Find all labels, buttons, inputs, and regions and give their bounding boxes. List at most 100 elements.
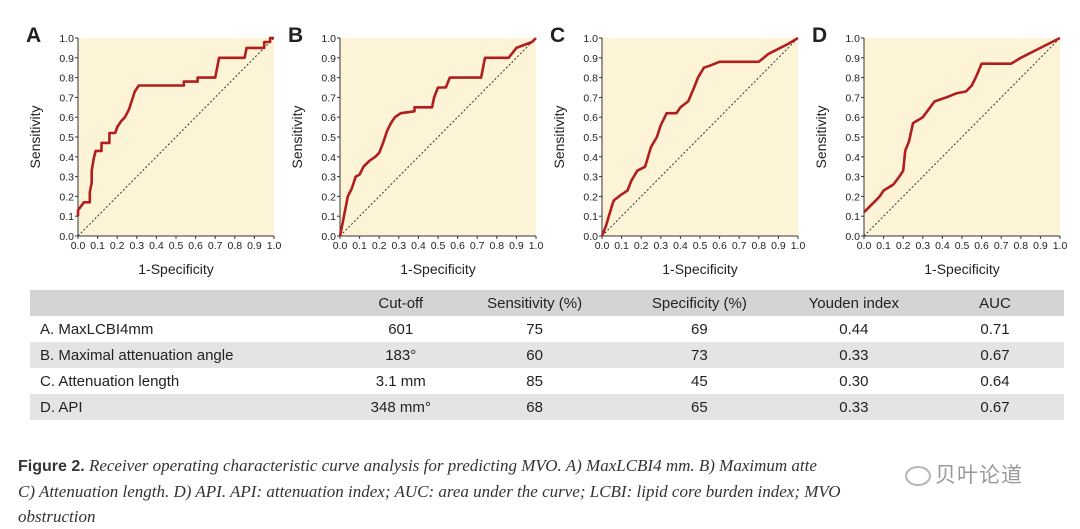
y-axis-label: Sensitivity — [289, 105, 305, 168]
y-axis-label: Sensitivity — [27, 105, 43, 168]
cell-youden: 0.44 — [839, 320, 869, 338]
panel-letter: D — [812, 24, 827, 47]
x-axis-label: 1-Specificity — [662, 261, 737, 277]
x-tick-label: 0.5 — [431, 240, 446, 252]
x-tick-label: 0.3 — [391, 240, 406, 252]
y-tick-label: 1.0 — [845, 33, 860, 45]
x-tick-label: 0.9 — [509, 240, 524, 252]
y-tick-label: 0.1 — [59, 211, 74, 223]
y-tick-label: 0.4 — [845, 152, 860, 164]
y-tick-label: 0.0 — [845, 231, 860, 243]
roc-curve — [863, 36, 1061, 214]
x-tick-label: 1.0 — [529, 240, 544, 252]
cell-sensitivity: 60 — [526, 346, 543, 364]
y-tick-label: 0.4 — [583, 152, 598, 164]
x-tick-label: 0.8 — [227, 240, 242, 252]
y-axis-label: Sensitivity — [551, 105, 567, 168]
panel-letter: C — [550, 24, 565, 47]
x-tick-label: 0.8 — [751, 240, 766, 252]
x-tick-label: 0.6 — [188, 240, 203, 252]
roc-curve — [600, 36, 799, 237]
figure-caption: Figure 2. Receiver operating characteris… — [18, 453, 1068, 529]
y-tick-label: 0.9 — [59, 53, 74, 65]
x-tick-label: 0.4 — [411, 240, 426, 252]
cell-specificity: 69 — [691, 320, 708, 338]
x-tick-label: 0.9 — [771, 240, 786, 252]
reference-diagonal — [601, 37, 799, 237]
row-label: B. Maximal attenuation angle — [40, 346, 234, 364]
y-tick-label: 0.7 — [845, 92, 860, 104]
roc-panel-b: 0.00.0 0.1 0.1 0.2 0.2 0.3 0.3 0.4 0.4 0.5 0.5 0.6 0… — [288, 24, 543, 277]
x-tick-label: 0.0 — [333, 240, 348, 252]
x-tick-label: 0.5 — [693, 240, 708, 252]
cell-sensitivity: 75 — [526, 320, 543, 338]
cell-specificity: 65 — [691, 398, 708, 416]
roc-panel-c: 0.00.0 0.1 0.1 0.2 0.2 0.3 0.3 0.4 0.4 0.5 0.5 0.6 0… — [550, 24, 805, 277]
x-tick-label: 1.0 — [791, 240, 806, 252]
cell-cutoff: 3.1 mm — [375, 372, 426, 390]
row-label: C. Attenuation length — [40, 372, 180, 390]
cell-auc: 0.64 — [980, 372, 1010, 390]
x-tick-label: 0.8 — [1013, 240, 1028, 252]
header-youden: Youden index — [808, 294, 900, 312]
header-cutoff: Cut-off — [378, 294, 424, 312]
wechat-logo-icon — [905, 466, 931, 486]
x-tick-label: 0.0 — [71, 240, 86, 252]
y-tick-label: 0.2 — [59, 191, 74, 203]
x-tick-label: 0.7 — [208, 240, 223, 252]
x-tick-label: 0.0 — [595, 240, 610, 252]
y-tick-label: 0.6 — [321, 112, 336, 124]
x-tick-label: 0.8 — [489, 240, 504, 252]
reference-diagonal — [339, 37, 537, 237]
roc-curve — [76, 36, 274, 217]
y-tick-label: 0.3 — [583, 172, 598, 184]
x-tick-label: 0.6 — [450, 240, 465, 252]
caption-label: Figure 2. — [18, 458, 85, 475]
y-tick-label: 0.6 — [845, 112, 860, 124]
y-tick-label: 0.5 — [321, 132, 336, 144]
cell-auc: 0.67 — [980, 398, 1010, 416]
x-tick-label: 1.0 — [1053, 240, 1068, 252]
y-axis-label: Sensitivity — [813, 105, 829, 168]
reference-diagonal — [77, 37, 275, 237]
x-tick-label: 0.4 — [149, 240, 164, 252]
y-tick-label: 0.0 — [583, 231, 598, 243]
header-sensitivity: Sensitivity (%) — [487, 294, 583, 312]
x-tick-label: 0.1 — [614, 240, 629, 252]
row-label: D. API — [40, 398, 83, 416]
cell-cutoff: 183° — [385, 346, 417, 364]
y-tick-label: 0.0 — [321, 231, 336, 243]
y-tick-label: 0.9 — [845, 53, 860, 65]
y-tick-label: 0.7 — [321, 92, 336, 104]
y-tick-label: 1.0 — [321, 33, 336, 45]
x-tick-label: 0.7 — [470, 240, 485, 252]
y-tick-label: 0.5 — [59, 132, 74, 144]
caption-line-2: C) Attenuation length. D) API. API: atte… — [18, 482, 841, 501]
y-tick-label: 0.5 — [583, 132, 598, 144]
y-tick-label: 0.1 — [845, 211, 860, 223]
cell-auc: 0.67 — [980, 346, 1010, 364]
cell-sensitivity: 85 — [526, 372, 543, 390]
y-tick-label: 0.1 — [583, 211, 598, 223]
x-tick-label: 0.3 — [129, 240, 144, 252]
y-tick-label: 0.6 — [59, 112, 74, 124]
y-tick-label: 0.4 — [59, 152, 74, 164]
y-tick-label: 0.0 — [59, 231, 74, 243]
y-tick-label: 0.3 — [321, 172, 336, 184]
y-tick-label: 0.9 — [583, 53, 598, 65]
y-tick-label: 0.8 — [59, 73, 74, 85]
cell-youden: 0.33 — [839, 346, 869, 364]
y-tick-label: 0.1 — [321, 211, 336, 223]
y-tick-label: 0.7 — [583, 92, 598, 104]
x-tick-label: 0.6 — [974, 240, 989, 252]
x-tick-label: 0.4 — [673, 240, 688, 252]
x-tick-label: 0.6 — [712, 240, 727, 252]
cell-youden: 0.30 — [839, 372, 869, 390]
cell-auc: 0.71 — [980, 320, 1010, 338]
header-label — [30, 290, 349, 316]
roc-figure: 0.00.00.10.10.20.20.30.30.40.40.50.50.60… — [26, 24, 1067, 277]
roc-panel-d: 0.00.0 0.1 0.1 0.2 0.2 0.3 0.3 0.4 0.4 0.5 0.5 0.6 0… — [812, 24, 1067, 277]
x-tick-label: 0.7 — [994, 240, 1009, 252]
results-table: Cut-off Sensitivity (%) Specificity (%) … — [30, 290, 1064, 420]
cell-specificity: 45 — [691, 372, 708, 390]
